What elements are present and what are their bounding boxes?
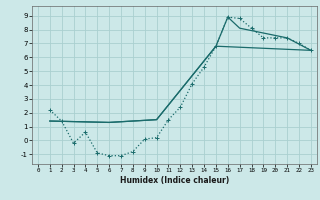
X-axis label: Humidex (Indice chaleur): Humidex (Indice chaleur) [120, 176, 229, 185]
